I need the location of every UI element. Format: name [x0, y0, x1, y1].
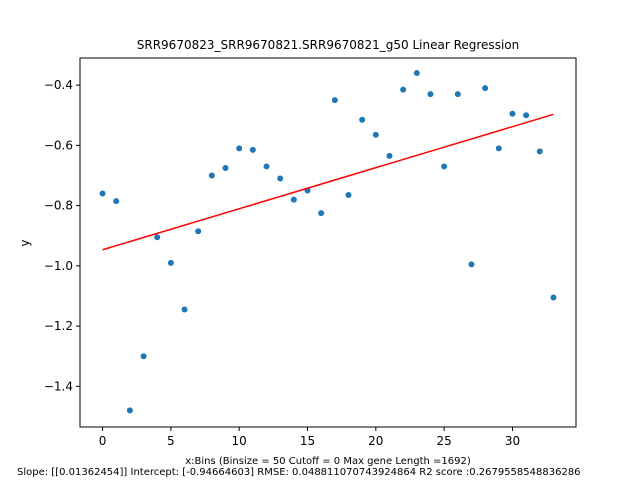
data-point — [154, 234, 161, 241]
data-point — [99, 190, 106, 197]
x-tick-label: 10 — [232, 434, 247, 448]
data-point — [413, 70, 420, 77]
data-point — [550, 294, 557, 301]
data-point — [113, 198, 120, 205]
y-tick-label: −1.4 — [44, 379, 73, 393]
y-axis-label: y — [18, 239, 32, 246]
y-tick-label: −0.4 — [44, 78, 73, 92]
data-point — [359, 116, 366, 123]
data-point — [249, 146, 256, 153]
data-point — [509, 110, 516, 117]
data-point — [277, 175, 284, 182]
data-point — [536, 148, 543, 155]
data-point — [331, 97, 338, 104]
data-point — [427, 91, 434, 98]
data-point — [400, 86, 407, 93]
x-axis-ticks: 0 5 10 15 20 25 30 — [99, 427, 520, 448]
data-point — [468, 261, 475, 268]
x-tick-label: 5 — [167, 434, 175, 448]
chart-title: SRR9670823_SRR9670821.SRR9670821_g50 Lin… — [137, 38, 519, 52]
axes-frame — [79, 57, 577, 428]
x-tick-label: 20 — [368, 434, 383, 448]
data-point — [454, 91, 461, 98]
x-tick-label: 30 — [505, 434, 520, 448]
data-point — [236, 145, 243, 152]
data-point — [495, 145, 502, 152]
data-point — [195, 228, 202, 235]
data-point — [263, 163, 270, 170]
data-point — [523, 112, 530, 119]
y-tick-label: −0.8 — [44, 199, 73, 213]
x-tick-label: 15 — [300, 434, 315, 448]
y-tick-label: −1.0 — [44, 259, 73, 273]
data-point — [318, 210, 325, 217]
data-point — [345, 192, 352, 199]
x-tick-label: 0 — [99, 434, 107, 448]
plot-area — [99, 70, 557, 414]
data-point — [140, 353, 147, 360]
x-axis-label: x:Bins (Binsize = 50 Cutoff = 0 Max gene… — [185, 456, 471, 467]
y-tick-label: −0.6 — [44, 138, 73, 152]
data-point — [441, 163, 448, 170]
regression-footnote: Slope: [[0.01362454]] Intercept: [-0.946… — [17, 467, 581, 478]
data-point — [290, 196, 297, 203]
data-point — [222, 164, 229, 171]
data-point — [167, 259, 174, 266]
data-point — [181, 306, 188, 313]
regression-line — [102, 113, 554, 251]
y-axis-ticks: −1.4 −1.2 −1.0 −0.8 −0.6 −0.4 — [44, 78, 80, 393]
data-point — [386, 152, 393, 159]
data-point — [372, 131, 379, 138]
data-point — [126, 407, 133, 414]
x-tick-label: 25 — [437, 434, 452, 448]
data-point — [208, 172, 215, 179]
y-tick-label: −1.2 — [44, 319, 73, 333]
data-point — [482, 85, 489, 92]
